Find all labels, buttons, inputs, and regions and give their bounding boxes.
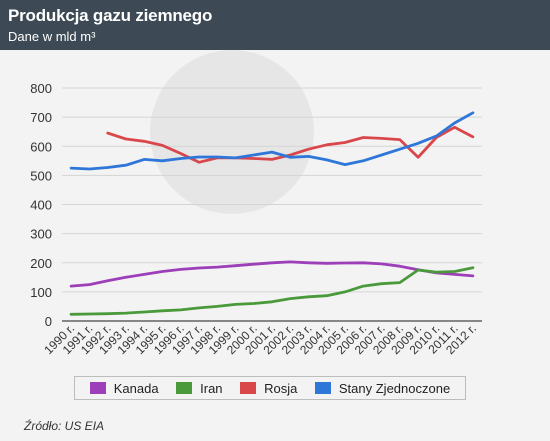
legend-item-kanada: Kanada xyxy=(89,380,159,396)
series-line-stany-zjednoczone xyxy=(69,111,475,171)
watermark xyxy=(150,50,314,214)
legend-label-rosja: Rosja xyxy=(264,380,298,396)
series-line-kanada xyxy=(69,260,475,288)
legend-label-stany-zjednoczone: Stany Zjednoczone xyxy=(338,380,451,396)
series-line-rosja xyxy=(106,125,475,164)
y-tick-label: 400 xyxy=(30,198,52,213)
page-title: Produkcja gazu ziemnego xyxy=(8,6,213,25)
legend-swatch-rosja xyxy=(240,382,257,394)
y-tick-label: 500 xyxy=(30,168,52,183)
page-subtitle: Dane w mld m³ xyxy=(8,29,96,44)
y-tick-label: 300 xyxy=(30,227,52,242)
y-tick-label: 100 xyxy=(30,285,52,300)
y-tick-label: 700 xyxy=(30,110,52,125)
y-tick-label: 800 xyxy=(30,81,52,96)
legend-label-iran: Iran xyxy=(200,380,223,396)
legend-item-rosja: Rosja xyxy=(240,381,297,396)
legend-swatch-kanada xyxy=(89,382,106,394)
legend: Kanada Iran Rosja Stany Zjednoczone xyxy=(74,376,466,400)
legend-item-stany-zjednoczone: Stany Zjednoczone xyxy=(314,380,451,396)
series-line-iran xyxy=(69,266,475,316)
y-tick-label: 0 xyxy=(45,314,52,329)
legend-swatch-stany-zjednoczone xyxy=(314,382,331,394)
y-tick-label: 200 xyxy=(30,256,52,271)
header: Produkcja gazu ziemnego Dane w mld m³ xyxy=(0,0,550,50)
legend-swatch-iran xyxy=(176,382,193,394)
y-tick-label: 600 xyxy=(30,139,52,154)
legend-item-iran: Iran xyxy=(176,380,223,396)
legend-label-kanada: Kanada xyxy=(113,380,159,396)
source-note: Źródło: US EIA xyxy=(24,419,105,433)
